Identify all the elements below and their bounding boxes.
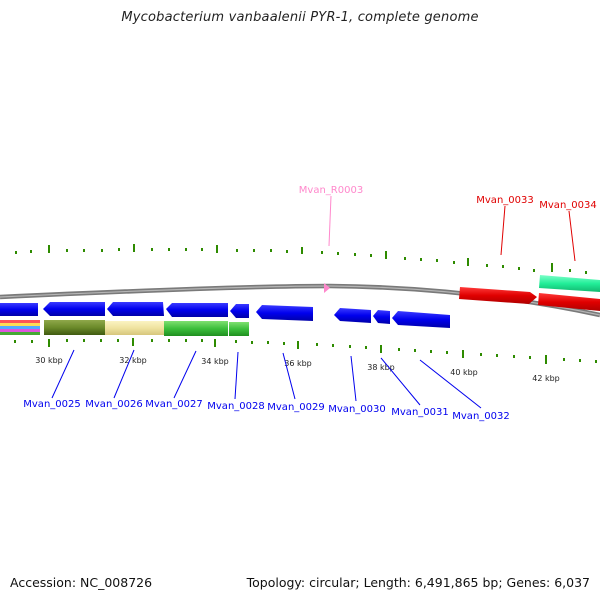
gene-label-mvan-0029: Mvan_0029: [267, 402, 324, 413]
leader-mvan-0026: [113, 349, 135, 399]
ruler-label-40: 40 kbp: [450, 368, 478, 377]
leader-mvan-0027: [173, 350, 197, 399]
leader-mvan-0034: [568, 210, 576, 262]
gene-label-mvan-0032: Mvan_0032: [452, 411, 509, 422]
cog-band: [0, 320, 249, 336]
gene-arrow-mvan-0026: [43, 302, 105, 316]
gene-label-mvan-0034: Mvan_0034: [539, 200, 596, 211]
leader-mvan-r0003: [328, 195, 332, 247]
cog-band-green: [164, 321, 228, 336]
genome-stats-label: Topology: circular; Length: 6,491,865 bp…: [246, 575, 590, 590]
gene-arrow-mvan-0033: [459, 287, 537, 304]
gene-arrow-mvan-0028: [166, 303, 228, 317]
cog-band-khaki: [105, 321, 164, 335]
gene-label-mvan-0033: Mvan_0033: [476, 195, 533, 206]
gene-arrow-mvan-0030: [256, 305, 313, 321]
cog-band-green-2: [229, 322, 249, 336]
gene-arrow-mvan-0032a: [373, 310, 390, 324]
gene-arrow-mvan-0031: [334, 308, 371, 323]
ruler-label-32: 32 kbp: [119, 356, 147, 365]
cog-band-olive: [44, 320, 105, 335]
gene-label-mvan-0030: Mvan_0030: [328, 404, 385, 415]
ruler-label-34: 34 kbp: [201, 357, 229, 366]
gene-arrow-mvan-0034-red: [538, 293, 600, 311]
leader-mvan-0029: [282, 352, 296, 400]
gene-label-mvan-0027: Mvan_0027: [145, 399, 202, 410]
gene-label-mvan-0025: Mvan_0025: [23, 399, 80, 410]
leader-mvan-0031: [380, 357, 421, 406]
leader-mvan-0033: [500, 205, 506, 256]
leader-mvan-0030: [350, 355, 357, 402]
map-title: Mycobacterium vanbaalenii PYR-1, complet…: [121, 10, 479, 25]
accession-label: Accession: NC_008726: [10, 575, 153, 590]
gene-label-mvan-r0003: Mvan_R0003: [299, 185, 363, 196]
inner-tick-row: [14, 338, 597, 364]
gene-label-mvan-0031: Mvan_0031: [391, 407, 448, 418]
leader-mvan-0028: [234, 351, 239, 400]
gene-arrow-mvan-0029: [230, 304, 249, 318]
forward-strand-genes: [324, 275, 600, 311]
gene-arrow-mvan-0034: [539, 275, 600, 292]
gene-label-mvan-0026: Mvan_0026: [85, 399, 142, 410]
ruler-label-38: 38 kbp: [367, 363, 395, 372]
reverse-strand-genes: [0, 302, 450, 328]
gene-arrow-mvan-0025: [0, 303, 38, 316]
gene-arrow-mvan-0032: [392, 311, 450, 328]
gene-label-mvan-0028: Mvan_0028: [207, 401, 264, 412]
ruler-label-36: 36 kbp: [284, 359, 312, 368]
outer-tick-row: [15, 244, 587, 274]
ruler-label-30: 30 kbp: [35, 356, 63, 365]
leader-mvan-0032: [419, 359, 482, 409]
leader-mvan-0025: [51, 349, 75, 399]
gene-arrow-mvan-0027: [107, 302, 164, 316]
ruler-label-42: 42 kbp: [532, 374, 560, 383]
gene-arrow-mvan-r0003: [324, 283, 330, 293]
